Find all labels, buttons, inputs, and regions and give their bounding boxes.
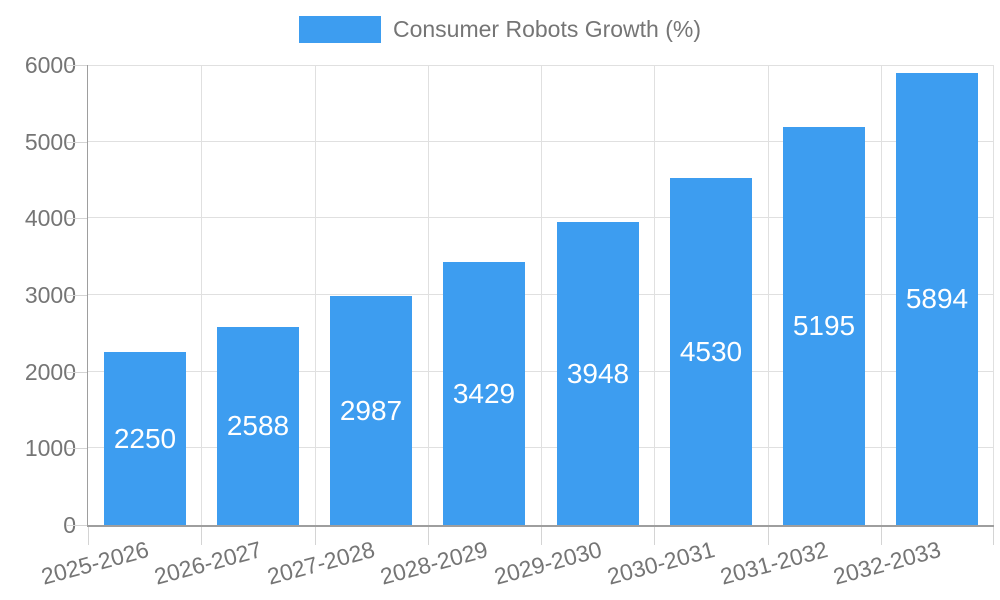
x-axis-tick — [541, 527, 542, 545]
x-axis-tick — [768, 527, 769, 545]
y-axis-tick — [67, 372, 87, 373]
bar-2031-2032[interactable]: 5195 — [783, 127, 865, 525]
y-axis-label: 6000 — [24, 52, 76, 78]
bar-value-label: 2987 — [339, 394, 403, 426]
x-axis-tick — [428, 527, 429, 545]
plot-area: 2250 2025-2026 2588 2026-2027 2987 2027-2028 3… — [38, 65, 994, 590]
y-axis-tick — [67, 65, 87, 66]
x-axis-tick — [88, 527, 89, 545]
gridline-vertical — [428, 65, 429, 525]
bar-value-label: 5195 — [792, 310, 856, 341]
y-axis-tick — [67, 142, 87, 143]
gridline-vertical — [315, 65, 316, 525]
x-axis-tick — [654, 527, 655, 545]
legend-label: Consumer Robots Growth (%) — [392, 16, 702, 42]
bar-2030-2031[interactable]: 4530 — [670, 178, 752, 525]
bar-value-label: 5894 — [905, 283, 969, 314]
gridline-vertical — [541, 65, 542, 525]
bar-2025-2026[interactable]: 2250 — [104, 352, 186, 525]
bar-2026-2027[interactable]: 2588 — [217, 327, 299, 525]
bar-value-label: 3429 — [452, 377, 516, 409]
bar-2029-2030[interactable]: 3948 — [557, 222, 639, 525]
gridline-vertical — [654, 65, 655, 525]
y-axis-tick — [67, 295, 87, 296]
y-axis-label: 0 — [63, 512, 76, 538]
y-axis-tick — [67, 448, 87, 449]
y-axis-label: 4000 — [24, 205, 76, 231]
x-axis-tick — [201, 527, 202, 545]
legend[interactable]: Consumer Robots Growth (%) — [0, 16, 1000, 43]
legend-swatch — [298, 16, 381, 43]
gridline-vertical — [201, 65, 202, 525]
x-axis-tick — [881, 527, 882, 545]
bar-2032-2033[interactable]: 5894 — [896, 73, 978, 525]
bar-value-label: 3948 — [566, 357, 630, 389]
gridline-vertical — [768, 65, 769, 525]
x-axis-tick — [315, 527, 316, 545]
y-axis-label: 5000 — [24, 129, 76, 155]
y-axis-label: 3000 — [24, 282, 76, 308]
bar-value-label: 4530 — [679, 335, 743, 367]
y-axis-label: 1000 — [24, 435, 76, 461]
bar-2027-2028[interactable]: 2987 — [330, 296, 412, 525]
y-axis-label: 2000 — [24, 359, 76, 385]
x-axis-tick — [993, 527, 994, 545]
bar-value-label: 2588 — [226, 410, 290, 441]
y-axis-tick — [67, 218, 87, 219]
y-axis-tick — [67, 525, 87, 526]
gridline-vertical — [993, 65, 994, 525]
gridline-vertical — [881, 65, 882, 525]
bar-2028-2029[interactable]: 3429 — [443, 262, 525, 525]
bar-value-label: 2250 — [113, 422, 177, 454]
